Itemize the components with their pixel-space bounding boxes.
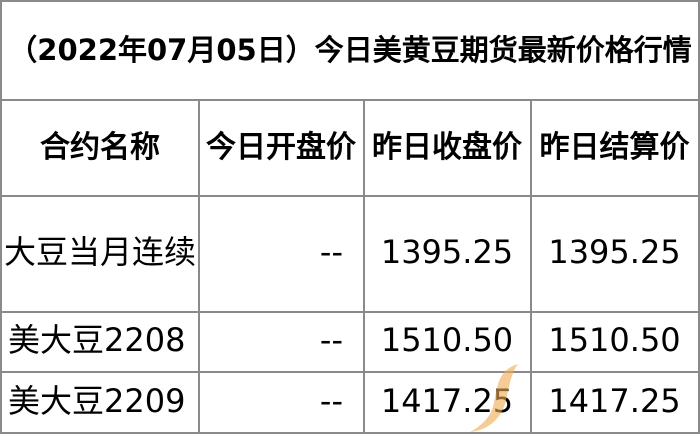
table-row-2-settle: 1417.25 — [531, 371, 700, 434]
table-row-0-close: 1395.25 — [364, 195, 532, 313]
table-row-1-settle: 1510.50 — [531, 311, 700, 373]
table-row-1-close: 1510.50 — [364, 311, 532, 373]
table-row-1-name: 美大豆2208 — [0, 311, 200, 373]
table-row-0-name: 大豆当月连续 — [0, 195, 200, 313]
table-row-0-open: -- — [199, 195, 365, 313]
table-row-0-settle: 1395.25 — [531, 195, 700, 313]
header-prev-close: 昨日收盘价 — [364, 99, 532, 197]
table-row-2-name: 美大豆2209 — [0, 371, 200, 434]
table-row-2-open: -- — [199, 371, 365, 434]
header-open-price: 今日开盘价 — [199, 99, 365, 197]
table-row-2-close: 1417.25 — [364, 371, 532, 434]
table-title: （2022年07月05日）今日美黄豆期货最新价格行情 — [0, 0, 700, 101]
header-prev-settle: 昨日结算价 — [531, 99, 700, 197]
header-contract-name: 合约名称 — [0, 99, 200, 197]
table-row-1-open: -- — [199, 311, 365, 373]
